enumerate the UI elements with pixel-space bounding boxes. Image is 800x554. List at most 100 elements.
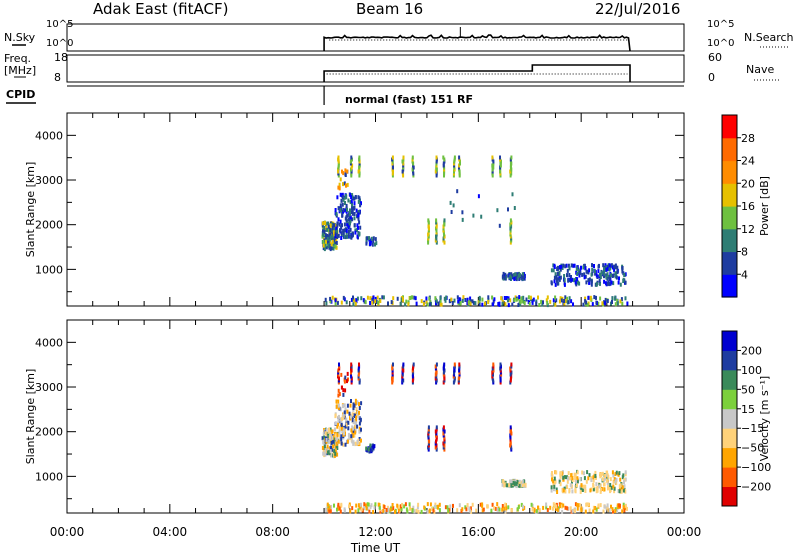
power-data-point xyxy=(616,301,619,306)
power-data-point xyxy=(351,231,354,236)
power-data-point xyxy=(563,274,566,278)
power-data-point xyxy=(349,193,352,197)
power-data-point xyxy=(605,267,608,272)
power-data-point xyxy=(371,242,374,247)
velocity-data-point xyxy=(321,445,324,450)
noise-left-tick-low: 10^0 xyxy=(46,38,74,49)
velocity-data-point xyxy=(609,483,612,487)
power-data-point xyxy=(352,295,354,300)
power-data-point xyxy=(580,265,582,270)
power-data-point xyxy=(599,296,602,301)
power-data-point xyxy=(345,300,348,305)
power-data-point xyxy=(358,232,361,237)
power-data-point xyxy=(611,274,614,278)
freq-unit-label: [MHz] xyxy=(4,64,37,77)
velocity-data-point xyxy=(342,413,345,418)
power-data-point xyxy=(510,220,513,225)
velocity-data-point xyxy=(555,487,558,492)
power-data-point xyxy=(558,270,561,275)
power-data-point xyxy=(572,263,575,268)
power-data-point xyxy=(618,276,620,281)
velocity-data-point xyxy=(345,417,348,422)
power-data-point xyxy=(411,167,414,172)
power-data-point xyxy=(326,236,329,241)
velocity-data-point xyxy=(571,508,574,513)
power-data-point xyxy=(329,223,332,228)
velocity-data-point xyxy=(446,505,449,510)
power-data-point xyxy=(496,208,499,213)
velocity-data-point xyxy=(596,486,599,490)
velocity-data-point xyxy=(612,509,614,514)
velocity-data-point xyxy=(350,434,353,439)
power-data-point xyxy=(359,225,362,230)
power-data-point xyxy=(347,232,350,237)
velocity-data-point xyxy=(342,388,345,393)
power-data-point xyxy=(501,301,504,306)
velocity-colorbar-segment xyxy=(722,447,737,468)
power-data-point xyxy=(572,302,574,307)
velocity-data-point xyxy=(482,507,485,512)
power-data-point xyxy=(556,267,559,271)
power-colorbar-segment xyxy=(722,251,737,275)
power-data-point xyxy=(578,273,581,278)
power-data-point xyxy=(516,275,519,280)
velocity-data-point xyxy=(354,430,357,435)
velocity-data-point xyxy=(550,488,553,493)
velocity-data-point xyxy=(344,442,347,447)
power-data-point xyxy=(350,235,353,240)
power-data-point xyxy=(626,301,629,306)
power-data-point xyxy=(477,194,480,199)
power-data-point xyxy=(369,301,372,305)
velocity-data-point xyxy=(357,503,360,508)
velocity-data-point xyxy=(567,476,570,481)
power-data-point xyxy=(606,299,609,303)
velocity-data-point xyxy=(587,502,590,507)
power-data-point xyxy=(521,275,524,280)
power-data-point xyxy=(359,198,361,203)
velocity-data-point xyxy=(335,444,338,449)
velocity-data-point xyxy=(579,485,582,490)
velocity-data-point xyxy=(491,502,494,507)
power-data-point xyxy=(610,263,613,268)
power-data-point xyxy=(570,275,572,279)
velocity-data-point xyxy=(524,482,527,487)
power-data-point xyxy=(507,303,510,308)
power-data-point xyxy=(608,282,611,287)
velocity-data-point xyxy=(549,505,552,510)
velocity-data-point xyxy=(328,435,331,440)
power-data-point xyxy=(590,282,593,287)
power-data-point xyxy=(589,296,592,301)
velocity-data-point xyxy=(338,506,341,511)
power-data-point xyxy=(591,302,594,307)
power-data-point xyxy=(399,301,402,306)
power-data-point xyxy=(554,282,557,287)
velocity-data-point xyxy=(612,473,615,478)
velocity-data-point xyxy=(551,471,553,475)
velocity-data-point xyxy=(338,433,341,438)
velocity-data-point xyxy=(586,470,589,475)
velocity-data-point xyxy=(353,433,356,438)
power-data-point xyxy=(345,193,347,198)
power-data-point xyxy=(497,302,500,306)
x-tick-label: 00:00 xyxy=(667,525,702,539)
power-data-point xyxy=(333,232,335,237)
velocity-data-point xyxy=(481,508,484,513)
velocity-data-point xyxy=(555,470,558,475)
power-data-point xyxy=(498,302,501,307)
velocity-data-point xyxy=(509,366,512,371)
velocity-data-point xyxy=(562,475,565,480)
velocity-data-point xyxy=(510,483,513,488)
power-data-point xyxy=(426,302,429,307)
power-data-point xyxy=(390,300,393,305)
power-data-point xyxy=(330,242,333,247)
power-data-point xyxy=(509,222,512,227)
power-colorbar-segment xyxy=(722,183,737,207)
power-data-point xyxy=(501,274,504,279)
power-colorbar-segment xyxy=(722,206,737,230)
power-data-point xyxy=(337,155,340,160)
velocity-data-point xyxy=(576,483,578,488)
power-data-point xyxy=(415,301,418,306)
freq-label: Freq. xyxy=(4,52,32,65)
power-data-point xyxy=(344,235,347,240)
power-data-point xyxy=(529,295,532,300)
